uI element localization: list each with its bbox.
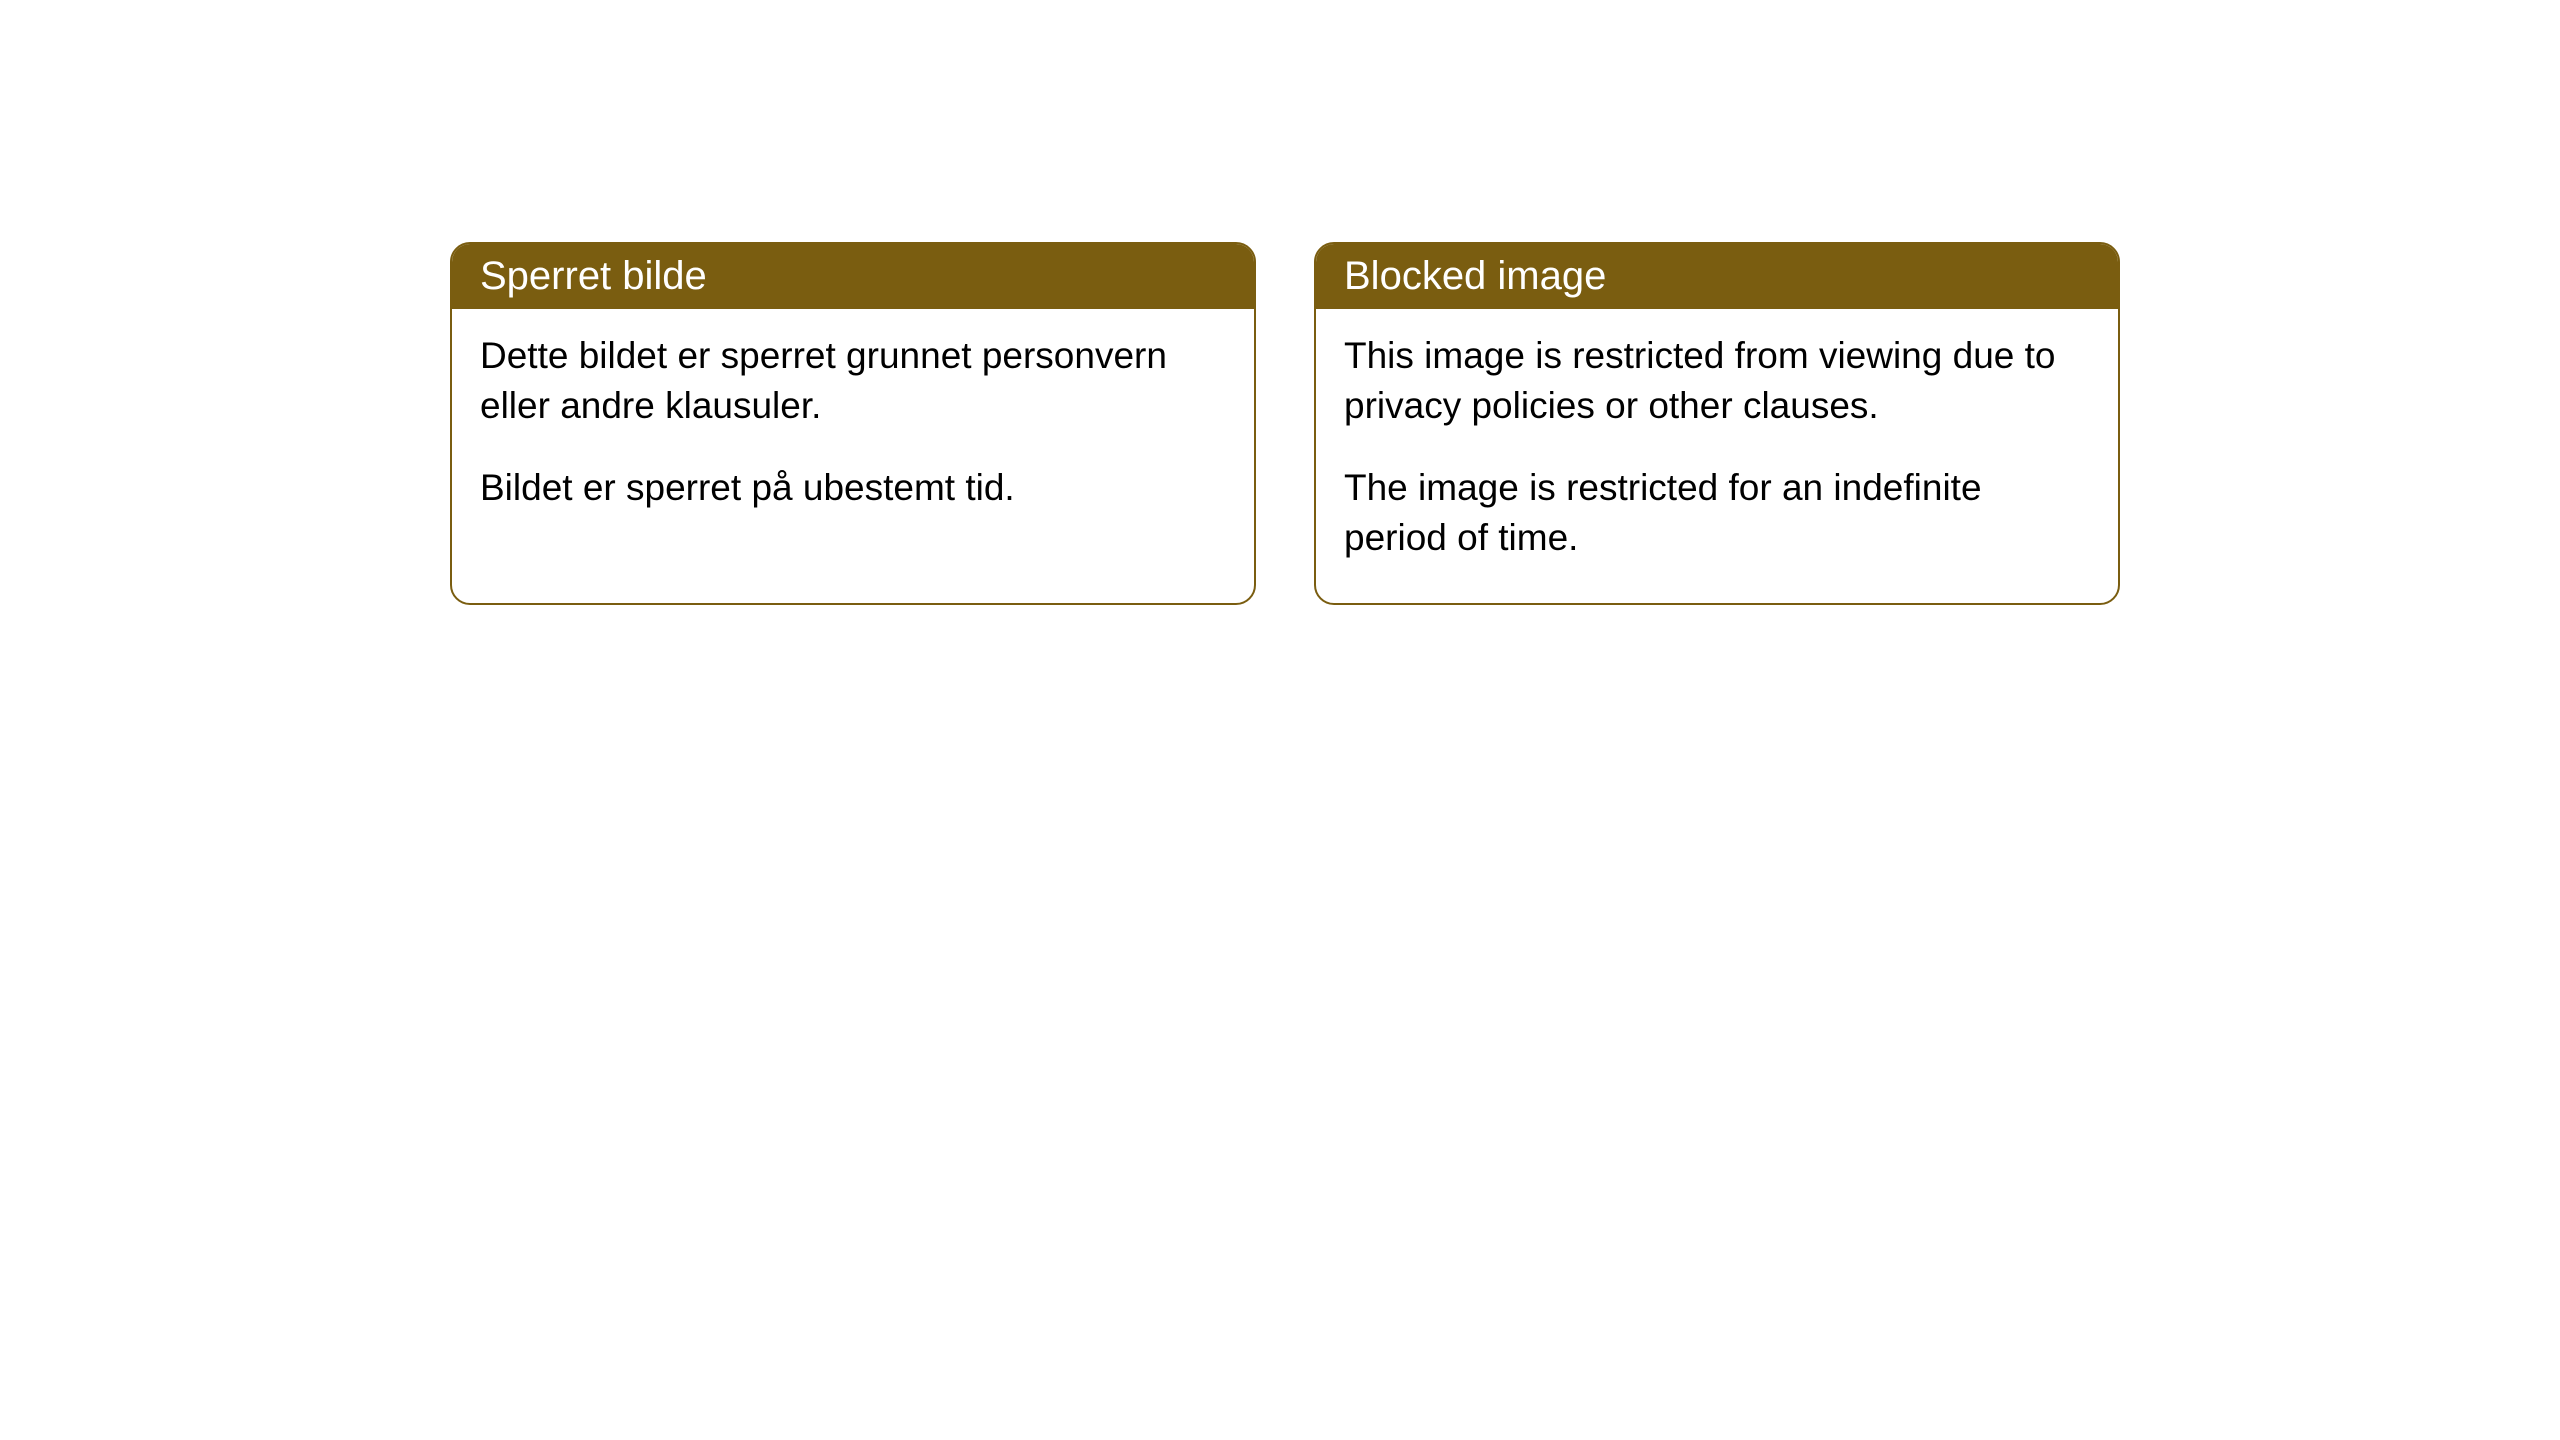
notice-title: Sperret bilde xyxy=(480,254,707,298)
notice-paragraph: Bildet er sperret på ubestemt tid. xyxy=(480,463,1226,513)
notice-body: This image is restricted from viewing du… xyxy=(1316,309,2118,603)
notice-paragraph: This image is restricted from viewing du… xyxy=(1344,331,2090,431)
notice-body: Dette bildet er sperret grunnet personve… xyxy=(452,309,1254,553)
notice-container: Sperret bilde Dette bildet er sperret gr… xyxy=(450,242,2560,605)
notice-header: Blocked image xyxy=(1316,244,2118,309)
notice-paragraph: Dette bildet er sperret grunnet personve… xyxy=(480,331,1226,431)
notice-header: Sperret bilde xyxy=(452,244,1254,309)
notice-paragraph: The image is restricted for an indefinit… xyxy=(1344,463,2090,563)
notice-card-english: Blocked image This image is restricted f… xyxy=(1314,242,2120,605)
notice-title: Blocked image xyxy=(1344,254,1606,298)
notice-card-norwegian: Sperret bilde Dette bildet er sperret gr… xyxy=(450,242,1256,605)
